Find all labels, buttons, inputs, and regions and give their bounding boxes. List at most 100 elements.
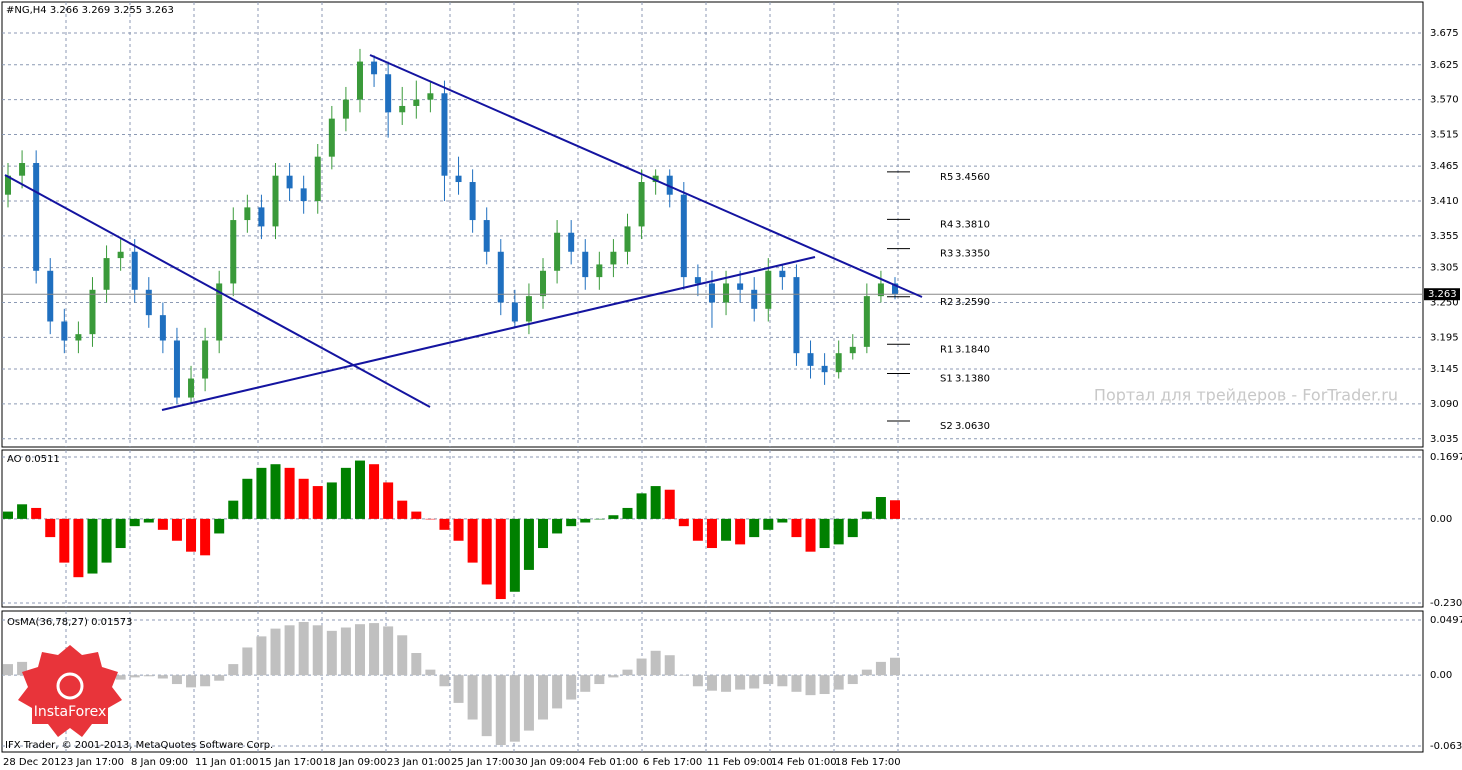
candle-body	[835, 353, 842, 373]
histogram-bar	[777, 675, 788, 687]
candle-body	[103, 258, 110, 290]
x-tick-label: 18 Jan 09:00	[323, 757, 386, 768]
pivot-name: R5	[940, 172, 953, 183]
candle-body	[188, 378, 195, 398]
y-tick-label: 3.465	[1430, 161, 1459, 172]
candle-body	[807, 353, 814, 366]
candle-body	[173, 340, 180, 398]
histogram-bar	[17, 504, 28, 519]
candle-body	[723, 283, 730, 303]
histogram-bar	[298, 621, 309, 676]
candle-body	[117, 251, 124, 259]
histogram-bar	[383, 482, 394, 519]
histogram-bar	[312, 486, 323, 519]
candle-body	[497, 251, 504, 303]
candle-body	[511, 302, 518, 322]
candle-body	[469, 182, 476, 221]
main-panel	[1, 1, 1424, 448]
histogram-bar	[256, 467, 267, 519]
histogram-bar	[735, 675, 746, 690]
y-tick-label: 3.675	[1430, 28, 1459, 39]
histogram-bar	[467, 675, 478, 720]
histogram-bar	[833, 675, 844, 690]
histogram-bar	[354, 624, 365, 676]
histogram-bar	[298, 478, 309, 519]
x-tick-label: 3 Jan 17:00	[67, 757, 124, 768]
x-tick-label: 15 Jan 17:00	[259, 757, 322, 768]
pivot-name: R2	[940, 297, 953, 308]
histogram-bar	[115, 675, 126, 680]
histogram-bar	[735, 518, 746, 545]
histogram-bar	[509, 518, 520, 592]
histogram-bar	[636, 658, 647, 676]
histogram-bar	[819, 675, 830, 695]
pivot-name: R3	[940, 249, 953, 260]
histogram-bar	[523, 675, 534, 731]
candle-body	[525, 296, 532, 322]
histogram-bar	[495, 518, 506, 600]
histogram-bar	[228, 500, 239, 519]
candle-body	[371, 61, 378, 75]
candle-body	[258, 207, 265, 227]
candle-body	[540, 270, 547, 297]
histogram-bar	[186, 518, 197, 552]
candle-body	[427, 93, 434, 100]
histogram-bar	[805, 675, 816, 696]
y-tick-label: 3.090	[1430, 399, 1459, 410]
candle-body	[793, 277, 800, 354]
x-tick-label: 4 Feb 01:00	[579, 757, 638, 768]
histogram-bar	[875, 497, 886, 519]
candle-body	[737, 283, 744, 290]
pivot-value: 3.3350	[955, 249, 990, 260]
y-tick-label: 3.515	[1430, 129, 1459, 140]
candle-body	[131, 251, 138, 290]
candle-body	[342, 99, 349, 119]
histogram-bar	[819, 518, 830, 549]
histogram-bar	[31, 507, 42, 519]
histogram-bar	[566, 675, 577, 700]
candle-body	[272, 175, 279, 227]
candle-body	[610, 251, 617, 265]
histogram-bar	[171, 675, 182, 685]
candle-body	[680, 194, 687, 278]
pivot-value: 3.1840	[955, 344, 990, 355]
histogram-bar	[411, 653, 422, 676]
histogram-bar	[481, 518, 492, 585]
trend-line	[369, 54, 923, 298]
histogram-bar	[397, 500, 408, 519]
y-tick-label: 3.570	[1430, 95, 1459, 106]
histogram-bar	[847, 518, 858, 538]
histogram-bar	[622, 669, 633, 676]
histogram-bar	[453, 518, 464, 541]
histogram-bar	[791, 518, 802, 538]
candle-body	[356, 61, 363, 100]
histogram-bar	[805, 518, 816, 552]
histogram-bar	[594, 518, 605, 520]
candle-body	[314, 156, 321, 202]
histogram-bar	[538, 675, 549, 720]
histogram-bar	[45, 518, 56, 538]
histogram-bar	[411, 511, 422, 519]
histogram-bar	[763, 518, 774, 530]
last-price-label: 3.263	[1428, 289, 1457, 300]
histogram-bar	[326, 630, 337, 676]
histogram-bar	[284, 467, 295, 519]
candle-body	[708, 283, 715, 303]
x-tick-label: 28 Dec 2012	[3, 757, 67, 768]
candle-body	[863, 296, 870, 347]
y-tick-label: 3.195	[1430, 332, 1459, 343]
y-tick-label: 3.250	[1430, 297, 1459, 308]
last-price-box	[1424, 288, 1460, 301]
histogram-bar	[256, 636, 267, 676]
histogram-bar	[749, 518, 760, 538]
osma-panel	[1, 610, 1424, 753]
pivot-value: 3.1380	[955, 373, 990, 384]
histogram-bar	[200, 675, 211, 687]
pivot-value: 3.3810	[955, 219, 990, 230]
logo-badge	[18, 645, 122, 737]
histogram-bar	[608, 515, 619, 519]
y-tick-label: 0.00	[1430, 514, 1452, 525]
candle-body	[5, 175, 11, 195]
ao-title: AO 0.0511	[7, 454, 60, 465]
